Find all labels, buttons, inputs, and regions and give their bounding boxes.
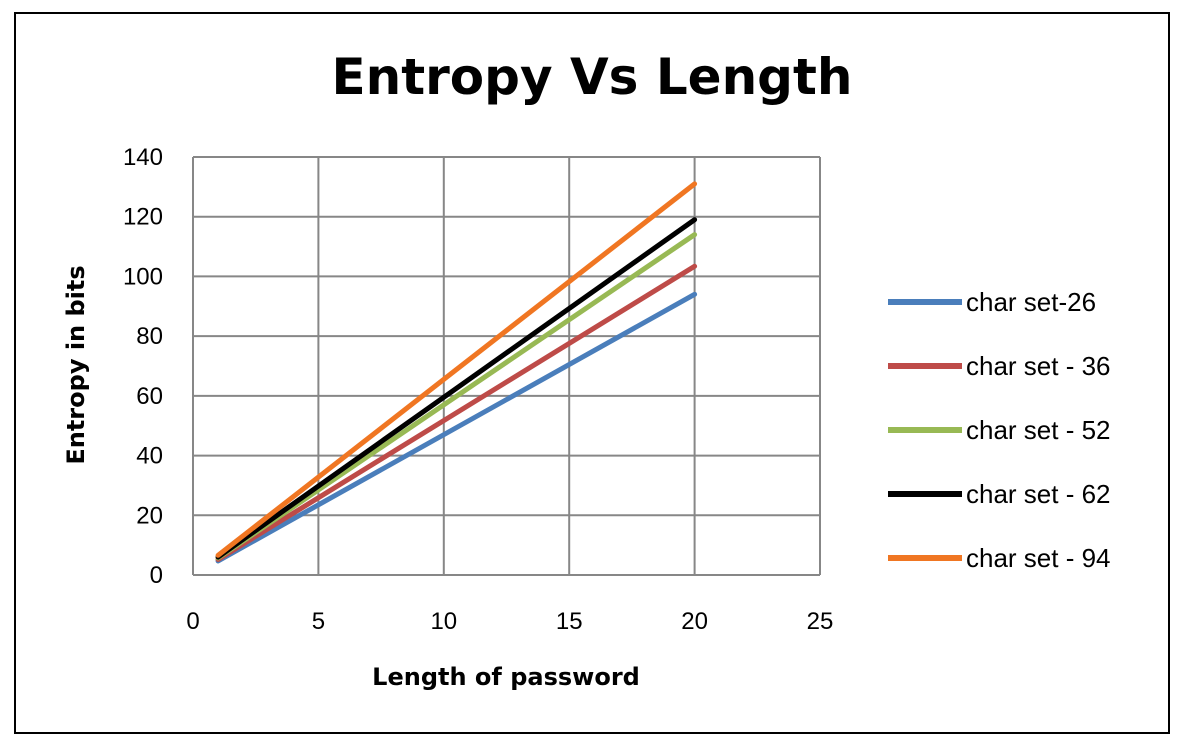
y-tick-label: 80 bbox=[136, 323, 163, 350]
series-line bbox=[215, 217, 698, 560]
y-tick-label: 40 bbox=[136, 443, 163, 470]
x-tick-label: 10 bbox=[430, 608, 457, 635]
x-tick-label: 25 bbox=[807, 608, 834, 635]
legend-label: char set - 36 bbox=[966, 351, 1111, 381]
series-line bbox=[215, 232, 698, 561]
y-tick-label: 60 bbox=[136, 383, 163, 410]
y-tick-label: 140 bbox=[123, 144, 163, 171]
legend-label: char set - 52 bbox=[966, 415, 1111, 445]
legend-label: char set - 62 bbox=[966, 479, 1111, 509]
series-line bbox=[215, 263, 698, 562]
x-tick-label: 15 bbox=[556, 608, 583, 635]
x-tick-label: 0 bbox=[186, 608, 199, 635]
series-line bbox=[215, 181, 698, 558]
x-tick-label: 20 bbox=[681, 608, 708, 635]
y-tick-label: 0 bbox=[150, 562, 163, 589]
y-tick-label: 20 bbox=[136, 502, 163, 529]
legend-label: char set - 94 bbox=[966, 543, 1111, 573]
x-tick-label: 5 bbox=[312, 608, 325, 635]
chart-frame bbox=[14, 12, 1170, 734]
x-axis-label: Length of password bbox=[372, 663, 640, 691]
chart-title: Entropy Vs Length bbox=[332, 48, 853, 106]
y-tick-label: 100 bbox=[123, 263, 163, 290]
legend-label: char set-26 bbox=[966, 287, 1096, 317]
series-line bbox=[215, 291, 698, 564]
series-lines bbox=[215, 181, 698, 564]
legend: char set-26 char set - 36 char set - 52 cha… bbox=[888, 287, 1111, 573]
axis-ticks: 0 20 40 60 80 100 120 140 0 5 10 15 20 25 bbox=[123, 144, 833, 635]
y-axis-label: Entropy in bits bbox=[62, 265, 90, 464]
y-tick-label: 120 bbox=[123, 204, 163, 231]
